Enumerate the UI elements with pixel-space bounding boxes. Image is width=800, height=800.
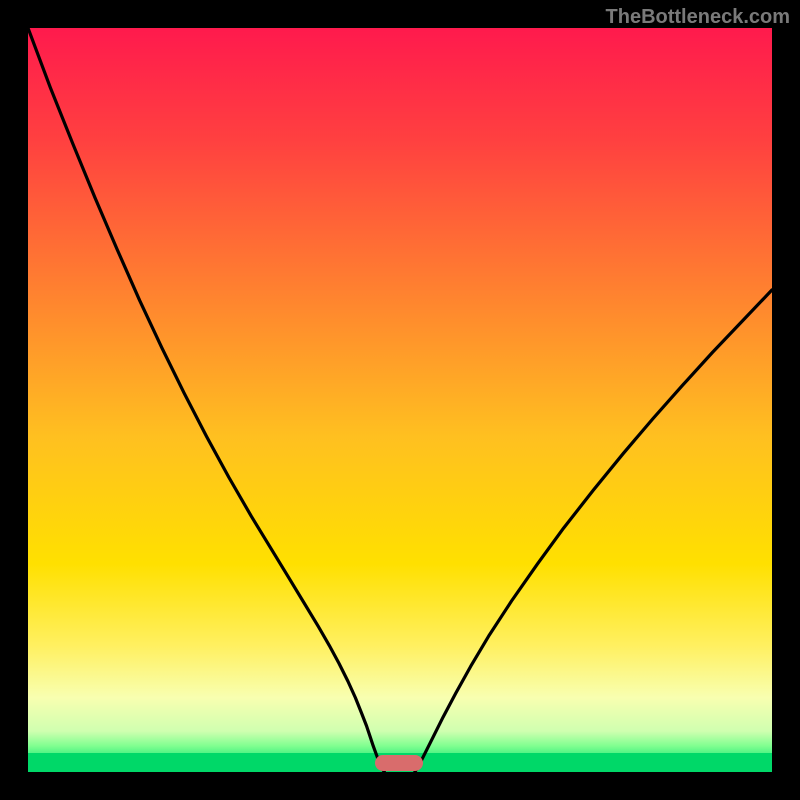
watermark-text: TheBottleneck.com: [606, 6, 790, 29]
optimal-marker: [375, 755, 423, 771]
curves-svg: [28, 28, 772, 772]
curve-left: [28, 28, 384, 772]
plot-area: [28, 28, 772, 772]
curve-right: [415, 290, 772, 772]
